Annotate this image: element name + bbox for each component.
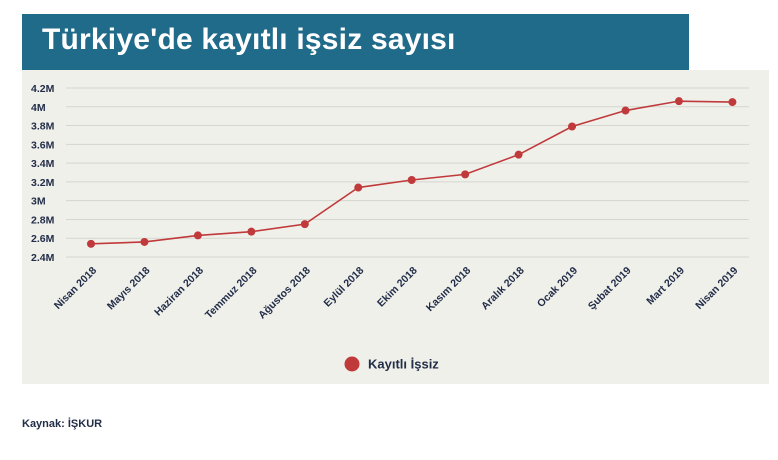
y-tick-label: 3.6M <box>31 139 55 151</box>
chart-panel: 2.4M 2.6M 2.8M 3M 3.2M 3.4M 3.6M 3.8M 4M 4.2M Nisa… <box>22 70 769 384</box>
y-tick-label: 3.2M <box>31 177 55 189</box>
line-chart: 2.4M 2.6M 2.8M 3M 3.2M 3.4M 3.6M 3.8M 4M 4.2M Nisa… <box>31 83 749 372</box>
title-bar: Türkiye'de kayıtlı işsiz sayısı <box>22 14 689 70</box>
data-point <box>193 231 202 240</box>
data-point <box>407 176 416 185</box>
data-point <box>514 150 523 159</box>
x-tick-label: Mart 2019 <box>644 265 687 308</box>
data-point <box>247 227 256 236</box>
x-tick-label: Ocak 2019 <box>535 265 580 310</box>
data-point <box>674 97 683 106</box>
data-point <box>300 220 309 229</box>
y-tick-label: 3.4M <box>31 158 55 170</box>
y-tick-label: 2.8M <box>31 214 55 226</box>
data-point <box>87 239 95 248</box>
data-point <box>621 106 630 115</box>
x-tick-label: Aralık 2018 <box>479 265 527 313</box>
legend-marker <box>344 356 360 372</box>
y-tick-label: 4.2M <box>31 83 55 95</box>
series-line <box>90 100 733 245</box>
source-note: Kaynak: İŞKUR <box>22 418 103 430</box>
y-tick-label: 3.8M <box>31 121 55 133</box>
legend-label: Kayıtlı İşsiz <box>368 357 439 372</box>
data-point <box>140 237 149 246</box>
x-tick-label: Ekim 2018 <box>375 265 420 310</box>
x-tick-label: Kasım 2018 <box>424 265 473 314</box>
y-tick-label: 2.6M <box>31 233 55 245</box>
x-tick-label: Eylül 2018 <box>322 265 367 310</box>
y-tick-label: 2.4M <box>31 252 55 264</box>
data-point <box>568 122 577 131</box>
y-tick-label: 4M <box>31 102 46 114</box>
data-point <box>461 170 470 179</box>
data-point <box>728 98 737 107</box>
y-tick-label: 3M <box>31 196 46 208</box>
x-tick-label: Nisan 2018 <box>52 265 99 312</box>
chart-title: Türkiye'de kayıtlı işsiz sayısı <box>42 23 456 56</box>
x-tick-label: Mayıs 2018 <box>105 265 153 313</box>
x-tick-label: Şubat 2019 <box>586 265 634 313</box>
x-tick-label: Temmuz 2018 <box>203 265 260 322</box>
x-tick-label: Haziran 2018 <box>152 265 206 319</box>
data-point <box>354 183 363 192</box>
x-tick-label: Nisan 2019 <box>693 265 740 312</box>
x-tick-label: Ağustos 2018 <box>256 265 313 322</box>
